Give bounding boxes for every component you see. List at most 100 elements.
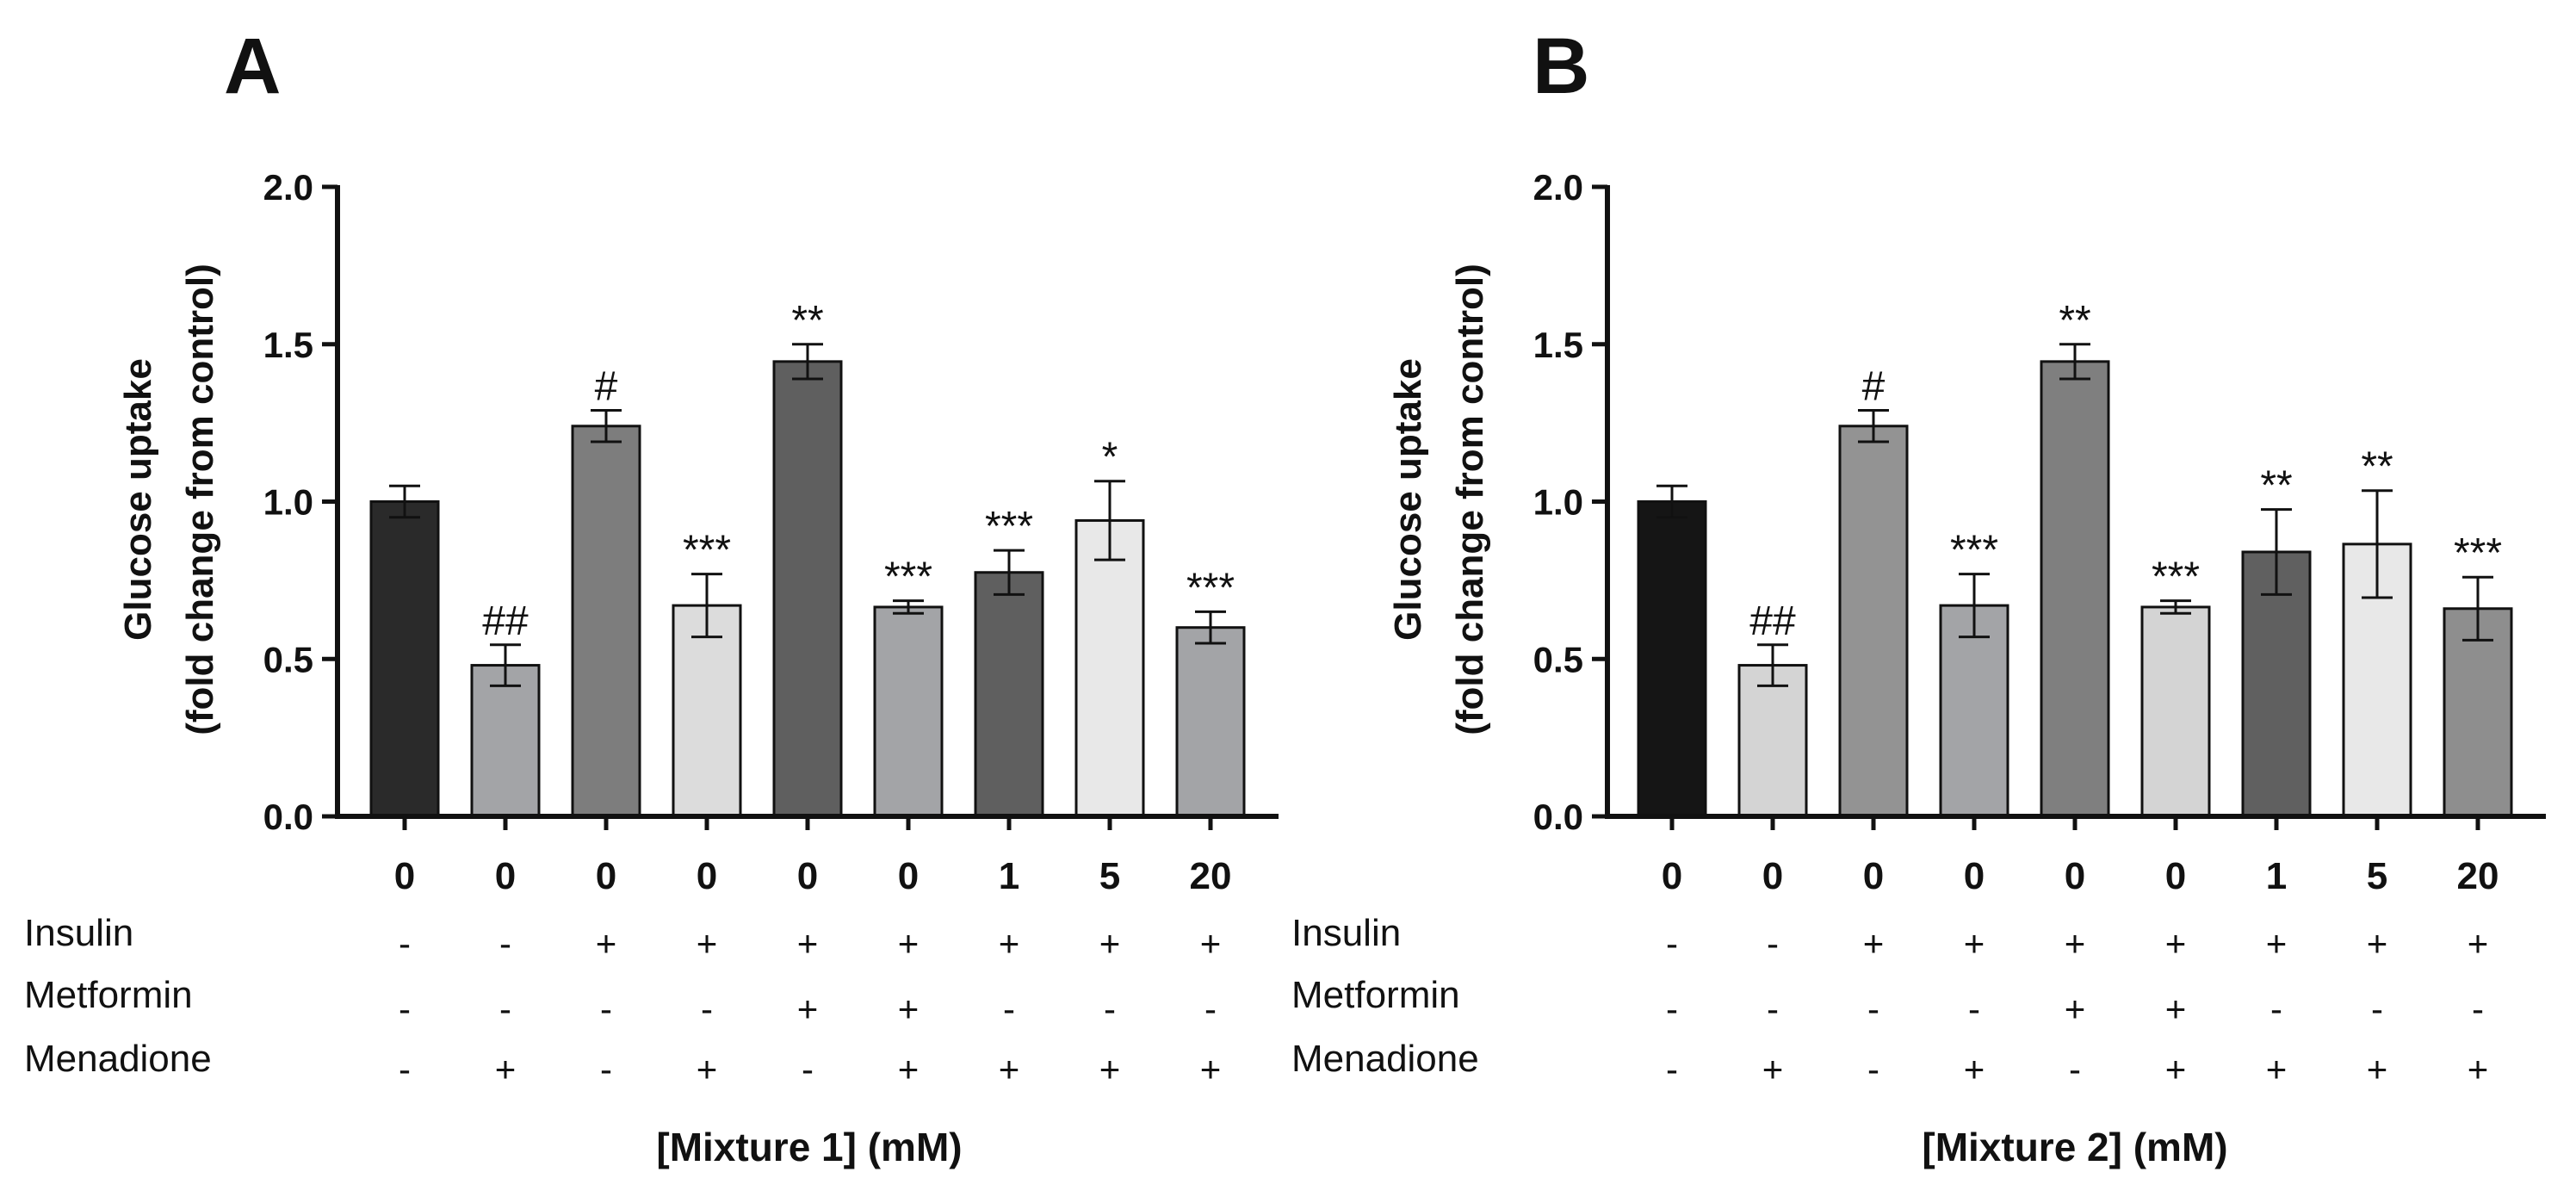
treatment-mark: +	[1762, 1049, 1784, 1089]
bar	[1175, 626, 1246, 818]
significance-marker: **	[2059, 298, 2090, 344]
bar	[1737, 664, 1808, 818]
bar	[369, 500, 440, 818]
treatment-mark: -	[1767, 989, 1779, 1029]
panel-letter: B	[1533, 22, 1589, 110]
x-tick-label: 0	[2065, 855, 2085, 897]
x-tick-label: 0	[1863, 855, 1884, 897]
bar	[1074, 518, 1145, 818]
treatment-mark: +	[1964, 923, 1985, 964]
x-tick-label: 0	[394, 855, 415, 897]
y-axis-label: (fold change from control)	[179, 264, 221, 735]
bar	[571, 425, 641, 818]
significance-marker: ***	[884, 555, 932, 600]
treatment-mark: +	[2165, 923, 2187, 964]
treatment-mark: -	[1767, 923, 1779, 964]
treatment-mark: -	[600, 989, 612, 1029]
treatment-mark: +	[1099, 923, 1121, 964]
significance-marker: *	[1102, 435, 1118, 481]
treatment-mark: -	[1003, 989, 1015, 1029]
treatment-mark: +	[1200, 923, 1222, 964]
bar	[1637, 500, 1707, 818]
treatment-mark: -	[1968, 989, 1980, 1029]
treatment-mark: +	[596, 923, 617, 964]
treatment-mark: +	[898, 1049, 920, 1089]
treatment-mark: -	[1204, 989, 1217, 1029]
treatment-row-label: Menadione	[24, 1038, 212, 1080]
bar	[1838, 425, 1909, 818]
y-tick-label: 0.0	[263, 797, 313, 837]
x-tick-label: 0	[2165, 855, 2186, 897]
treatment-mark: -	[2472, 989, 2484, 1029]
treatment-mark: +	[697, 1049, 718, 1089]
treatment-mark: +	[2266, 1049, 2288, 1089]
treatment-mark: -	[1867, 1049, 1879, 1089]
treatment-mark: -	[1104, 989, 1116, 1029]
treatment-row-label: Insulin	[1291, 912, 1401, 954]
x-tick-label: 0	[1964, 855, 1985, 897]
y-tick-label: 2.0	[1533, 167, 1583, 208]
treatment-mark: -	[701, 989, 713, 1029]
y-tick-label: 1.5	[263, 325, 313, 365]
treatment-mark: -	[399, 923, 411, 964]
treatment-mark: -	[1666, 989, 1678, 1029]
y-tick-label: 2.0	[263, 167, 313, 208]
x-tick-label: 5	[2367, 855, 2387, 897]
treatment-row-label: Metformin	[1291, 974, 1460, 1016]
significance-marker: ***	[985, 504, 1033, 549]
treatment-mark: +	[2367, 1049, 2388, 1089]
significance-marker: **	[791, 298, 823, 344]
treatment-mark: +	[2165, 1049, 2187, 1089]
x-tick-label: 0	[495, 855, 516, 897]
significance-marker: ***	[2152, 555, 2200, 600]
treatment-mark: +	[1964, 1049, 1985, 1089]
treatment-mark: +	[2266, 923, 2288, 964]
significance-marker: ***	[683, 528, 731, 574]
x-tick-label: 0	[1762, 855, 1783, 897]
significance-marker: ##	[1749, 598, 1796, 644]
treatment-mark: -	[499, 923, 511, 964]
chart-panel-a: A Glucose uptake (fold change from control…	[24, 22, 1279, 1169]
y-tick-label: 1.5	[1533, 325, 1583, 365]
significance-marker: #	[595, 364, 618, 410]
y-axis-label: Glucose uptake	[117, 358, 159, 641]
treatment-mark: +	[2065, 989, 2086, 1029]
significance-marker: **	[2361, 444, 2393, 490]
x-tick-label: 0	[1662, 855, 1682, 897]
treatment-mark: +	[697, 923, 718, 964]
x-tick-label: 1	[2266, 855, 2287, 897]
treatment-mark: +	[495, 1049, 517, 1089]
x-axis-title: [Mixture 2] (mM)	[1922, 1125, 2227, 1169]
x-tick-label: 0	[898, 855, 919, 897]
treatment-mark: -	[1867, 989, 1879, 1029]
treatment-mark: +	[797, 923, 819, 964]
panel-letter: A	[224, 22, 281, 110]
y-tick-label: 1.0	[263, 482, 313, 523]
chart-panel-b: B Glucose uptake (fold change from control…	[1291, 22, 2546, 1169]
y-tick-label: 0.5	[263, 639, 313, 679]
treatment-mark: +	[898, 989, 920, 1029]
bar	[772, 360, 843, 818]
bar	[974, 571, 1044, 818]
treatment-mark: -	[2371, 989, 2383, 1029]
y-tick-label: 1.0	[1533, 482, 1583, 523]
x-axis-title: [Mixture 1] (mM)	[656, 1125, 962, 1169]
significance-marker: ***	[1186, 565, 1235, 611]
treatment-mark: +	[2065, 923, 2086, 964]
treatment-mark: -	[1666, 1049, 1678, 1089]
treatment-row-label: Menadione	[1291, 1038, 1479, 1080]
x-tick-label: 1	[999, 855, 1019, 897]
treatment-row-label: Metformin	[24, 974, 193, 1016]
treatment-mark: +	[2367, 923, 2388, 964]
treatment-mark: -	[2069, 1049, 2081, 1089]
bar	[2040, 360, 2110, 818]
treatment-mark: -	[499, 989, 511, 1029]
bar	[2241, 550, 2312, 818]
treatment-mark: -	[600, 1049, 612, 1089]
significance-marker: ***	[2454, 530, 2502, 576]
y-axis-label: (fold change from control)	[1449, 264, 1491, 735]
treatment-row-label: Insulin	[24, 912, 133, 954]
y-axis-label: Glucose uptake	[1387, 358, 1429, 641]
treatment-mark: +	[1099, 1049, 1121, 1089]
treatment-mark: +	[898, 923, 920, 964]
